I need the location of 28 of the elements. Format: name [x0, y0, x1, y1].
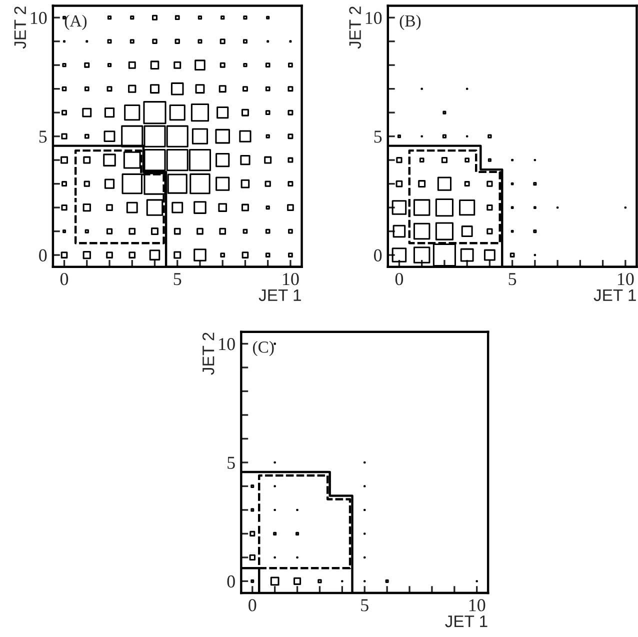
- x-tick-label: 5: [174, 273, 182, 286]
- y-axis-title: JET 2: [14, 6, 26, 49]
- line-series: [74, 149, 165, 244]
- x-tick-label: 0: [248, 599, 256, 612]
- y-tick-label: 5: [374, 130, 382, 143]
- x-tick-label: 10: [283, 272, 299, 286]
- x-axis-title: JET 1: [258, 289, 301, 302]
- x-tick-label: 10: [618, 272, 634, 286]
- y-axis-title: JET 2: [202, 332, 214, 375]
- text: (A): [64, 14, 87, 30]
- y-tick-label: 5: [228, 456, 235, 469]
- y-tick-label: 10: [30, 12, 47, 24]
- x-tick-label: 5: [361, 599, 368, 612]
- y-tick-label: 0: [39, 249, 47, 262]
- x-tick-label: 5: [508, 273, 516, 286]
- y-tick-label: 10: [219, 338, 235, 350]
- y-tick-label: 0: [374, 249, 382, 262]
- text: (B): [400, 14, 421, 30]
- x-tick-label: 0: [60, 272, 68, 286]
- y-tick-label: 0: [227, 575, 235, 588]
- x-axis-title: JET 1: [594, 289, 636, 302]
- y-axis-title: JET 2: [349, 6, 361, 49]
- y-tick-label: 10: [366, 12, 382, 24]
- x-tick-label: 10: [469, 599, 486, 612]
- text: (C): [253, 341, 274, 356]
- y-tick-label: 5: [39, 130, 47, 143]
- x-axis-title: JET 1: [445, 616, 488, 628]
- x-tick-label: 0: [395, 272, 404, 286]
